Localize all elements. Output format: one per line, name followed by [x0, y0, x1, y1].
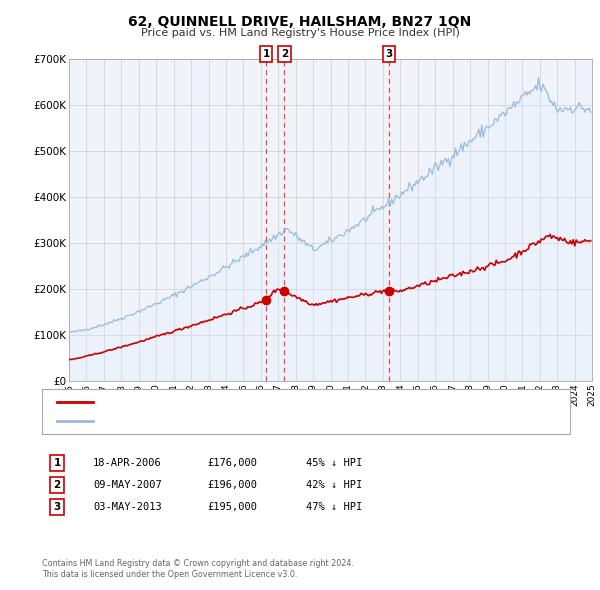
Text: 45% ↓ HPI: 45% ↓ HPI — [306, 458, 362, 468]
Text: 03-MAY-2013: 03-MAY-2013 — [93, 502, 162, 512]
Text: 62, QUINNELL DRIVE, HAILSHAM, BN27 1QN (detached house): 62, QUINNELL DRIVE, HAILSHAM, BN27 1QN (… — [99, 397, 404, 407]
Text: 3: 3 — [385, 49, 392, 59]
Text: HPI: Average price, detached house, Wealden: HPI: Average price, detached house, Weal… — [99, 417, 322, 426]
Text: £196,000: £196,000 — [207, 480, 257, 490]
Text: 2: 2 — [281, 49, 288, 59]
Text: 62, QUINNELL DRIVE, HAILSHAM, BN27 1QN: 62, QUINNELL DRIVE, HAILSHAM, BN27 1QN — [128, 15, 472, 29]
Text: 18-APR-2006: 18-APR-2006 — [93, 458, 162, 468]
Text: 47% ↓ HPI: 47% ↓ HPI — [306, 502, 362, 512]
Text: Contains HM Land Registry data © Crown copyright and database right 2024.: Contains HM Land Registry data © Crown c… — [42, 559, 354, 568]
Text: This data is licensed under the Open Government Licence v3.0.: This data is licensed under the Open Gov… — [42, 571, 298, 579]
Text: Price paid vs. HM Land Registry's House Price Index (HPI): Price paid vs. HM Land Registry's House … — [140, 28, 460, 38]
Text: £176,000: £176,000 — [207, 458, 257, 468]
Text: 09-MAY-2007: 09-MAY-2007 — [93, 480, 162, 490]
Text: 1: 1 — [262, 49, 269, 59]
Text: 3: 3 — [53, 502, 61, 512]
Text: 42% ↓ HPI: 42% ↓ HPI — [306, 480, 362, 490]
Text: £195,000: £195,000 — [207, 502, 257, 512]
Text: 2: 2 — [53, 480, 61, 490]
Text: 1: 1 — [53, 458, 61, 468]
